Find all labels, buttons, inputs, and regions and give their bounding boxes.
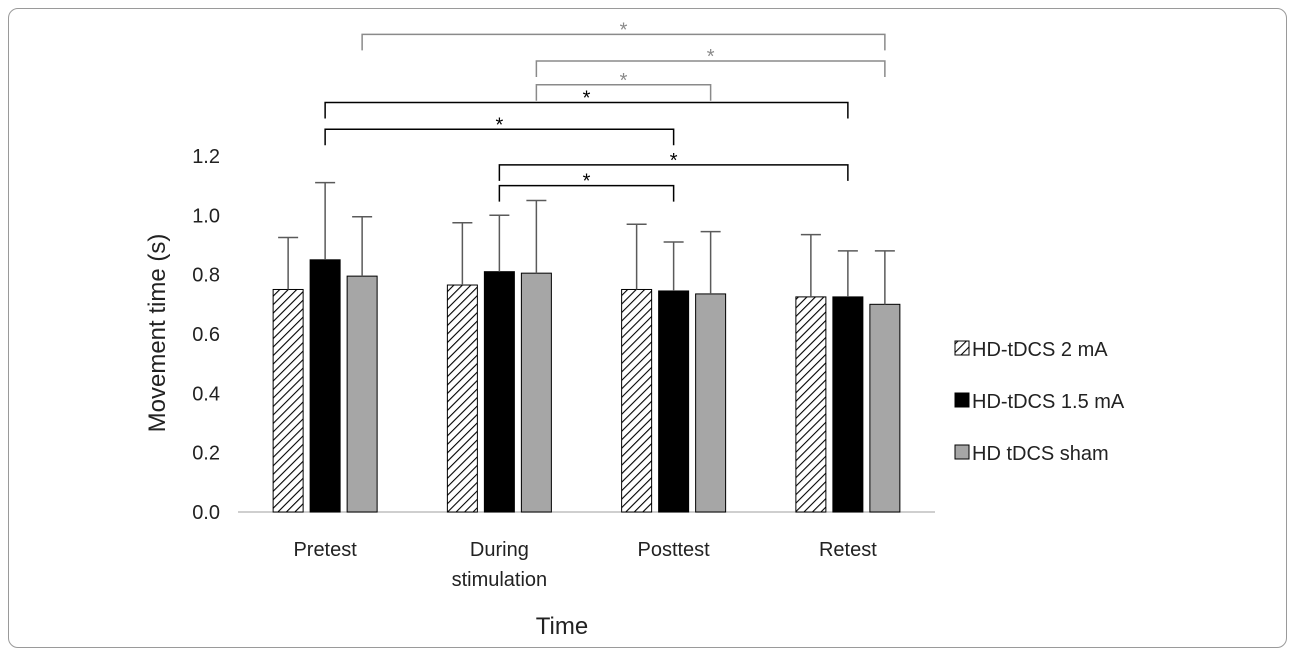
legend-label: HD-tDCS 2 mA: [972, 339, 1108, 361]
y-tick-label: 0.6: [192, 324, 220, 346]
y-tick-label: 0.2: [192, 443, 220, 465]
significance-bracket: [535, 84, 712, 101]
y-tick-label: 0.4: [192, 383, 220, 405]
significance-bracket: [498, 164, 849, 181]
x-axis-title: Time: [536, 613, 588, 638]
bar: [869, 303, 901, 513]
significance-star: *: [620, 19, 628, 41]
x-tick-label: During: [470, 539, 529, 561]
legend-label: HD-tDCS 1.5 mA: [972, 391, 1125, 413]
bar: [309, 259, 341, 513]
bar: [658, 290, 690, 513]
bar: [272, 288, 304, 513]
bar: [695, 293, 727, 513]
significance-star: *: [495, 114, 503, 136]
bar: [446, 284, 478, 513]
plot-area: 0.0 0.2 0.4 0.6 0.8 1.0 1.2 Pretest During stimul…: [192, 19, 1125, 591]
bar: [621, 288, 653, 513]
significance-star: *: [707, 46, 715, 68]
significance-bracket: [324, 101, 849, 119]
legend-swatch: [954, 392, 970, 408]
bar: [832, 296, 864, 513]
bar: [520, 272, 552, 513]
x-tick-label: Posttest: [637, 539, 710, 561]
y-tick-label: 1.0: [192, 205, 220, 227]
significance-star: *: [620, 70, 628, 92]
significance-star: *: [583, 171, 591, 193]
bar: [346, 275, 378, 513]
x-tick-label: Pretest: [293, 539, 357, 561]
legend-swatch: [954, 444, 970, 460]
significance-star: *: [583, 88, 591, 110]
bar: [795, 296, 827, 513]
significance-bracket: [498, 184, 675, 202]
significance-bracket: [324, 128, 675, 146]
y-axis-title: Movement time (s): [144, 234, 171, 433]
significance-bracket: [361, 33, 886, 51]
bar: [483, 271, 515, 513]
x-tick-label: stimulation: [452, 569, 548, 591]
x-tick-label: Retest: [819, 539, 877, 561]
y-tick-label: 0.0: [192, 502, 220, 524]
y-tick-label: 0.8: [192, 265, 220, 287]
legend-swatch: [954, 340, 970, 356]
legend-label: HD tDCS sham: [972, 443, 1109, 465]
significance-star: *: [670, 150, 678, 172]
y-tick-label: 1.2: [192, 146, 220, 168]
significance-bracket: [535, 60, 886, 78]
